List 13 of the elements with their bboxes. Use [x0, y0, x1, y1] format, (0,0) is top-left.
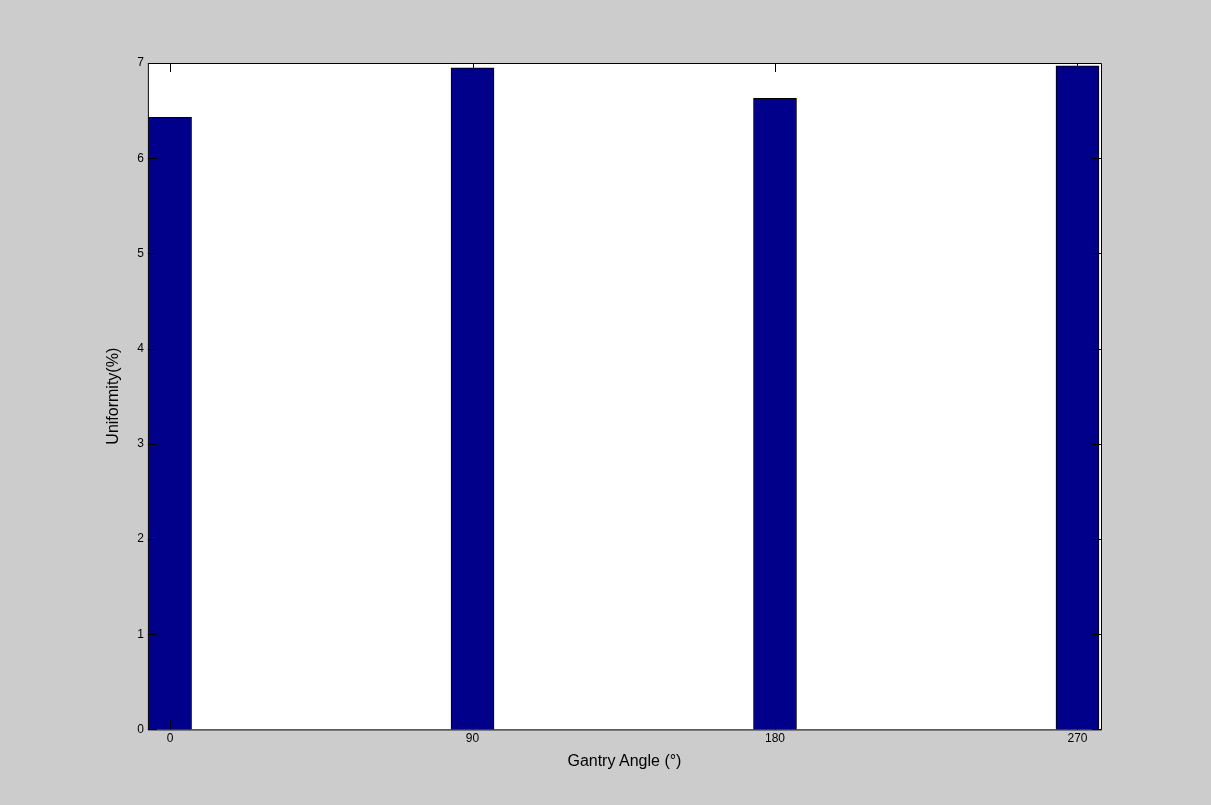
y-tick-label: 3: [137, 436, 145, 451]
x-axis-title: Gantry Angle (°): [567, 751, 682, 769]
y-tick-label: 5: [137, 245, 145, 260]
x-tick-label: 270: [1067, 730, 1088, 745]
y-axis-title: Uniformity(%): [104, 347, 122, 445]
y-tick-label: 6: [137, 150, 145, 165]
x-tick-label: 180: [764, 730, 786, 745]
y-tick-label: 4: [137, 340, 145, 355]
y-tick-label: 2: [137, 531, 145, 546]
y-tick-label: 7: [137, 55, 145, 70]
x-tick-label: 0: [166, 730, 174, 745]
y-tick-label: 1: [137, 626, 145, 641]
x-tick-label: 90: [465, 730, 480, 745]
